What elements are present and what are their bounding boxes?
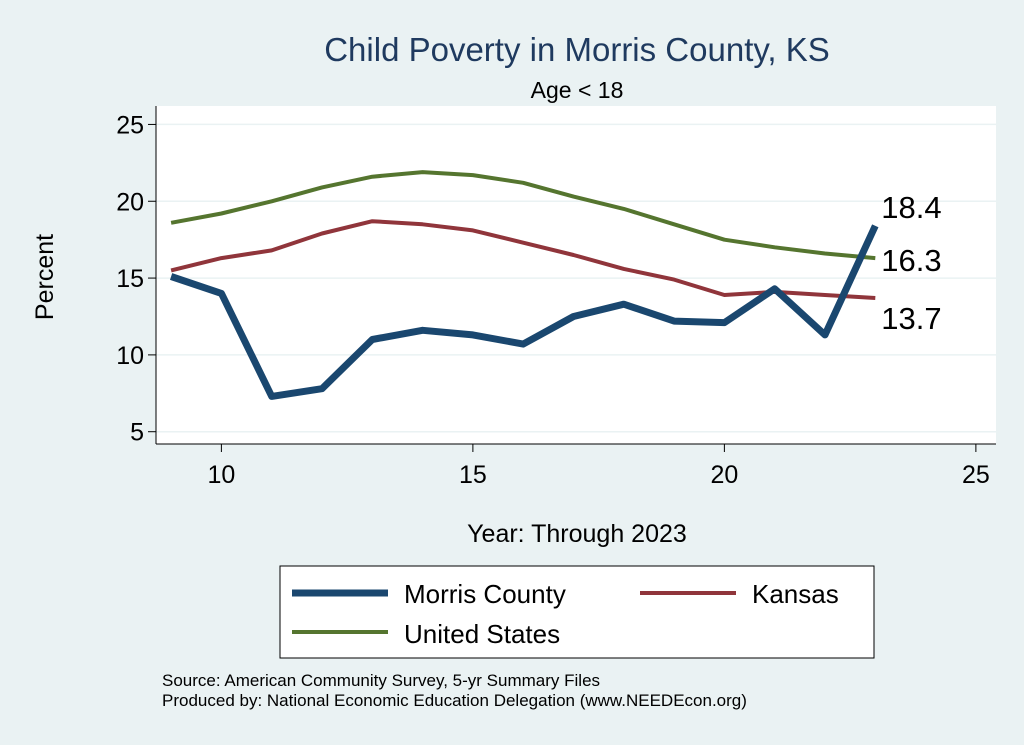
y-tick-label: 5 [130, 419, 144, 447]
chart-subtitle: Age < 18 [531, 77, 624, 103]
grid-lines [156, 123, 996, 433]
series-line-morris-county [169, 224, 879, 400]
legend-label-morris-county: Morris County [404, 579, 566, 609]
series-line-united-states [170, 170, 876, 261]
source-line: Source: American Community Survey, 5-yr … [162, 671, 601, 690]
chart-title: Child Poverty in Morris County, KS [324, 31, 830, 68]
y-tick-label: 25 [116, 111, 144, 139]
y-ticks: 5 10 15 20 25 [116, 111, 156, 447]
x-tick-label: 10 [207, 461, 235, 489]
series-line-kansas [170, 219, 876, 300]
x-axis-label: Year: Through 2023 [467, 520, 687, 548]
legend-label-united-states: United States [404, 619, 560, 649]
x-ticks: 10 15 20 25 [207, 444, 990, 489]
legend: Morris County Kansas United States [279, 565, 875, 659]
y-tick-label: 10 [116, 342, 144, 370]
end-label-kansas: 13.7 [881, 301, 941, 336]
producer-line: Produced by: National Economic Education… [162, 691, 747, 710]
y-tick-label: 20 [116, 188, 144, 216]
legend-box [279, 565, 875, 659]
end-labels: 18.4 13.7 16.3 [881, 190, 941, 336]
x-tick-label: 20 [710, 461, 738, 489]
end-label-morris-county: 18.4 [881, 190, 941, 225]
series-lines [169, 170, 879, 400]
legend-label-kansas: Kansas [752, 579, 839, 609]
source-notes: Source: American Community Survey, 5-yr … [162, 671, 747, 711]
x-tick-label: 15 [459, 461, 487, 489]
axes [155, 106, 996, 445]
x-tick-label: 25 [962, 461, 990, 489]
end-label-united-states: 16.3 [881, 243, 941, 278]
y-tick-label: 15 [116, 265, 144, 293]
y-axis-label: Percent [31, 234, 59, 320]
